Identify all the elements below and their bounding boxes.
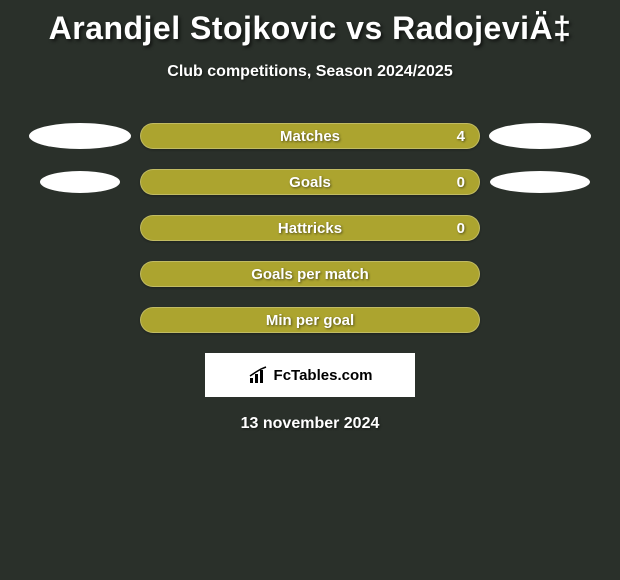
stat-value: 4 [457, 128, 465, 145]
stat-value: 0 [457, 174, 465, 191]
left-marker-slot [20, 123, 140, 149]
snapshot-date: 13 november 2024 [0, 415, 620, 433]
left-ellipse [40, 171, 120, 193]
right-ellipse [489, 123, 591, 149]
right-ellipse [490, 171, 590, 193]
stats-list: Matches 4 Goals 0 Hattricks 0 [0, 123, 620, 333]
right-marker-slot [480, 171, 600, 193]
left-ellipse [29, 123, 131, 149]
stat-label: Hattricks [278, 220, 342, 237]
brand-label: FcTables.com [248, 366, 373, 384]
stat-row-min-per-goal: Min per goal [0, 307, 620, 333]
brand-chart-icon [248, 366, 270, 384]
brand-box: FcTables.com [205, 353, 415, 397]
page-title: Arandjel Stojkovic vs RadojeviÄ‡ [0, 10, 620, 47]
subtitle: Club competitions, Season 2024/2025 [0, 63, 620, 81]
stat-label: Matches [280, 128, 340, 145]
stat-label: Goals per match [251, 266, 369, 283]
stat-row-goals: Goals 0 [0, 169, 620, 195]
brand-text: FcTables.com [274, 367, 373, 384]
stat-bar: Hattricks 0 [140, 215, 480, 241]
right-marker-slot [480, 123, 600, 149]
stat-label: Min per goal [266, 312, 354, 329]
stat-row-matches: Matches 4 [0, 123, 620, 149]
stat-row-hattricks: Hattricks 0 [0, 215, 620, 241]
stat-value: 0 [457, 220, 465, 237]
stat-bar: Goals 0 [140, 169, 480, 195]
stat-bar: Matches 4 [140, 123, 480, 149]
left-marker-slot [20, 171, 140, 193]
stat-bar: Min per goal [140, 307, 480, 333]
stat-bar: Goals per match [140, 261, 480, 287]
stat-label: Goals [289, 174, 331, 191]
stat-row-goals-per-match: Goals per match [0, 261, 620, 287]
comparison-card: Arandjel Stojkovic vs RadojeviÄ‡ Club co… [0, 0, 620, 580]
